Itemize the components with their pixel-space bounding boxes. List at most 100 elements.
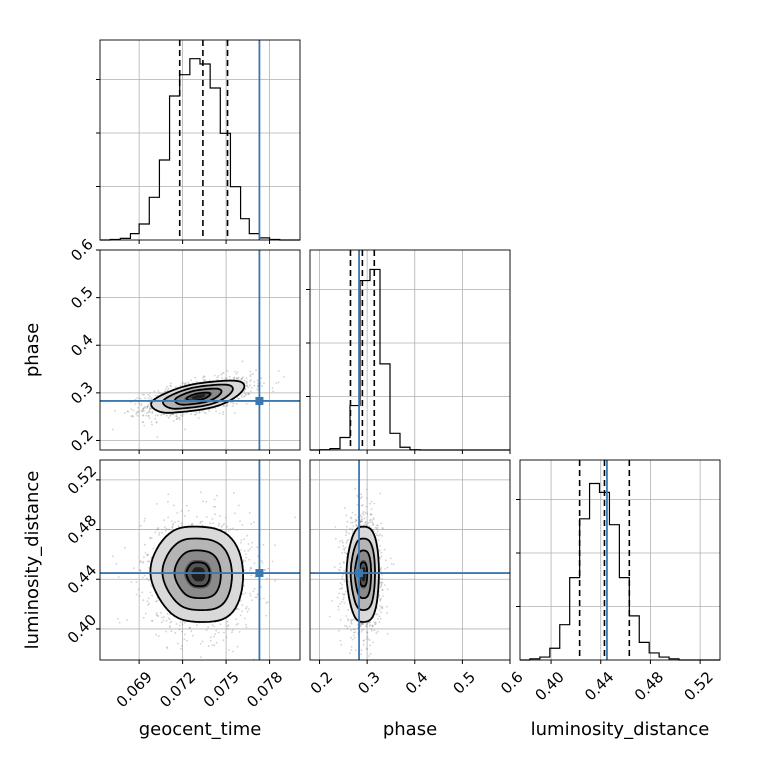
sample-point <box>245 377 248 380</box>
sample-point <box>154 394 157 397</box>
sample-point <box>183 382 186 384</box>
sample-point <box>155 421 158 424</box>
sample-point <box>135 413 138 416</box>
sample-point <box>342 561 345 563</box>
x-tick-label-phase: 0.6 <box>497 668 527 698</box>
sample-point <box>190 524 193 526</box>
sample-point <box>381 605 384 608</box>
sample-point <box>346 627 349 630</box>
sample-point <box>360 493 362 496</box>
sample-point <box>380 555 383 558</box>
sample-point <box>363 524 365 527</box>
sample-point <box>341 552 344 554</box>
sample-point <box>386 605 388 608</box>
sample-point <box>376 526 379 529</box>
sample-point <box>213 625 216 627</box>
sample-point <box>367 638 370 640</box>
sample-point <box>215 629 218 632</box>
sample-point <box>380 606 383 609</box>
sample-point <box>187 381 189 384</box>
sample-point <box>351 638 354 641</box>
y-tick-label-phase: 0.3 <box>67 378 97 408</box>
sample-point <box>151 423 153 426</box>
sample-point <box>163 616 165 618</box>
sample-point <box>235 377 238 379</box>
sample-point <box>149 537 152 539</box>
sample-point <box>221 372 224 375</box>
sample-point <box>244 381 246 384</box>
tick-marks-and-labels: 0.069 0.072 0.075 0.078 0.2 0.3 0.4 0.5 0.6 0.40 0… <box>64 235 717 711</box>
sample-point <box>214 513 216 516</box>
sample-point <box>170 413 172 416</box>
sample-point <box>176 642 179 645</box>
sample-point <box>272 390 274 393</box>
sample-point <box>250 574 253 577</box>
sample-point <box>362 623 365 625</box>
sample-point <box>237 397 240 400</box>
sample-point <box>370 513 373 516</box>
sample-point <box>135 581 138 583</box>
contour-line <box>358 561 369 588</box>
sample-point <box>140 410 143 412</box>
sample-point <box>149 406 152 409</box>
injection-marker <box>355 569 364 578</box>
sample-point <box>133 567 135 569</box>
sample-point <box>359 624 362 627</box>
sample-point <box>143 393 145 396</box>
sample-point <box>249 594 252 597</box>
sample-point <box>386 588 389 591</box>
sample-point <box>361 520 363 523</box>
sample-point <box>249 569 251 571</box>
sample-point <box>375 524 378 527</box>
sample-point <box>144 552 147 554</box>
sample-point <box>225 636 228 639</box>
sample-point <box>222 639 225 642</box>
sample-point <box>148 402 151 404</box>
sample-point <box>235 618 237 621</box>
sample-point <box>207 645 210 647</box>
sample-point <box>381 607 384 610</box>
sample-point <box>136 415 139 417</box>
sample-point <box>232 650 235 653</box>
sample-point <box>167 500 169 503</box>
sample-point <box>170 382 172 385</box>
sample-point <box>168 618 171 621</box>
sample-point <box>213 498 216 501</box>
sample-point <box>150 537 153 539</box>
sample-point <box>156 614 159 617</box>
sample-point <box>148 602 151 605</box>
sample-point <box>166 389 169 392</box>
density-region <box>191 567 206 582</box>
sample-point <box>250 546 253 549</box>
sample-point <box>160 611 162 614</box>
sample-point <box>126 619 128 621</box>
sample-point <box>181 382 184 385</box>
x-tick-label-luminosity-distance: 0.52 <box>681 668 717 704</box>
sample-point <box>372 641 374 644</box>
sample-point <box>241 524 244 526</box>
sample-point <box>244 394 246 397</box>
sample-point <box>231 405 234 407</box>
sample-point <box>365 523 368 526</box>
sample-point <box>211 624 214 626</box>
sample-point <box>351 619 354 621</box>
sample-point <box>354 649 357 652</box>
sample-point <box>216 376 219 379</box>
sample-point <box>132 409 135 412</box>
sample-point <box>149 591 152 594</box>
sample-point <box>155 613 158 616</box>
sample-point <box>202 379 205 381</box>
sample-point <box>213 505 215 508</box>
sample-point <box>379 545 381 547</box>
sample-point <box>328 615 331 618</box>
sample-point <box>226 628 229 630</box>
sample-point <box>369 521 371 524</box>
sample-point <box>375 527 378 530</box>
sample-point <box>228 375 231 378</box>
sample-point <box>343 594 345 596</box>
sample-point <box>151 410 154 413</box>
sample-point <box>150 421 153 423</box>
sample-point <box>118 621 121 624</box>
sample-point <box>157 527 159 530</box>
